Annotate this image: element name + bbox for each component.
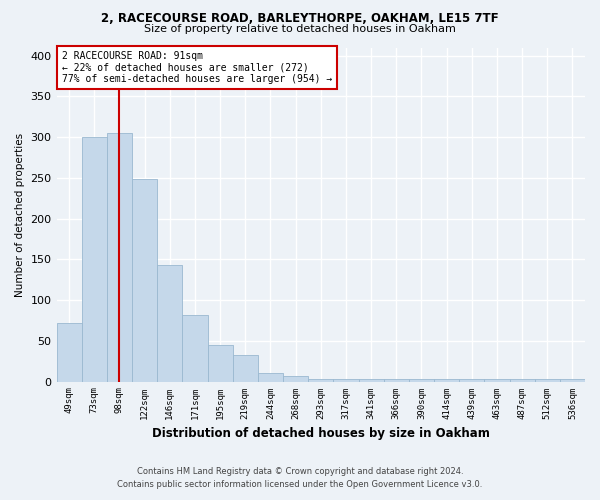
Text: 2 RACECOURSE ROAD: 91sqm
← 22% of detached houses are smaller (272)
77% of semi-: 2 RACECOURSE ROAD: 91sqm ← 22% of detach… [62, 51, 332, 84]
Bar [308, 379, 334, 382]
Bar [383, 379, 409, 382]
Bar [409, 379, 434, 382]
Bar [208, 345, 233, 382]
Bar [233, 356, 258, 382]
Bar [334, 379, 359, 382]
Bar [82, 137, 107, 382]
Bar [535, 379, 560, 382]
Bar [434, 379, 459, 382]
Bar [157, 265, 182, 382]
Bar [56, 323, 82, 382]
Bar [182, 314, 208, 382]
Text: Size of property relative to detached houses in Oakham: Size of property relative to detached ho… [144, 24, 456, 34]
Bar [459, 379, 484, 382]
Bar [509, 379, 535, 382]
Bar [560, 379, 585, 382]
Bar [258, 374, 283, 382]
Bar [283, 376, 308, 382]
Bar [132, 180, 157, 382]
Bar [107, 133, 132, 382]
Y-axis label: Number of detached properties: Number of detached properties [15, 132, 25, 296]
Text: Contains HM Land Registry data © Crown copyright and database right 2024.
Contai: Contains HM Land Registry data © Crown c… [118, 468, 482, 489]
Text: 2, RACECOURSE ROAD, BARLEYTHORPE, OAKHAM, LE15 7TF: 2, RACECOURSE ROAD, BARLEYTHORPE, OAKHAM… [101, 12, 499, 26]
X-axis label: Distribution of detached houses by size in Oakham: Distribution of detached houses by size … [152, 427, 490, 440]
Bar [359, 379, 383, 382]
Bar [484, 379, 509, 382]
